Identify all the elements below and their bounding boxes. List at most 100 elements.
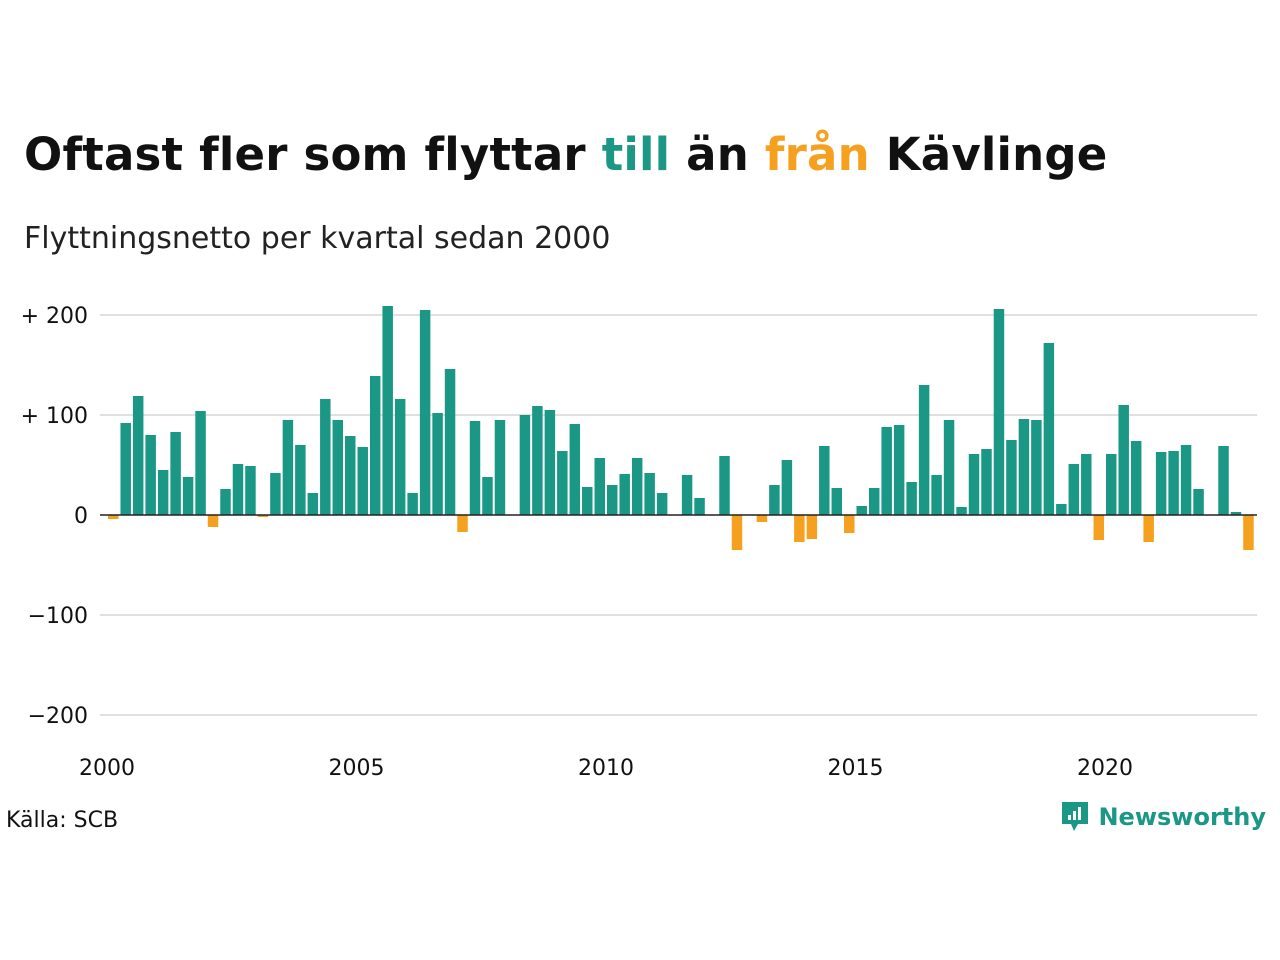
bar — [906, 482, 917, 515]
bar — [120, 423, 131, 515]
brand-logo[interactable]: Newsworthy — [1060, 800, 1266, 834]
bar — [494, 420, 506, 515]
bar — [819, 446, 830, 515]
title-highlight-fran: från — [764, 128, 870, 181]
bar — [781, 460, 793, 515]
bar — [157, 470, 169, 515]
bar — [382, 306, 393, 515]
bar — [719, 456, 730, 515]
bar — [270, 473, 281, 515]
bar — [981, 449, 992, 515]
bar — [245, 466, 256, 515]
bar — [756, 515, 768, 522]
bar — [544, 410, 556, 515]
bar — [769, 485, 780, 515]
bar — [619, 474, 630, 515]
bar — [856, 506, 867, 515]
bar — [444, 369, 456, 515]
bar — [968, 454, 980, 515]
bar — [607, 485, 618, 515]
bar — [257, 515, 269, 517]
bar — [220, 489, 231, 515]
bar — [332, 420, 344, 515]
bar — [195, 411, 206, 515]
bar — [731, 515, 743, 550]
bar — [918, 385, 930, 515]
bar — [557, 451, 568, 515]
x-tick-label: 2005 — [329, 756, 385, 781]
x-tick-label: 2000 — [79, 756, 135, 781]
bar — [881, 427, 892, 515]
bar — [1180, 445, 1192, 515]
bar — [1031, 420, 1042, 515]
bar — [407, 493, 418, 515]
bar — [357, 447, 368, 515]
bar — [1218, 446, 1229, 515]
bar — [1068, 464, 1080, 515]
bar — [1018, 419, 1030, 515]
bar — [457, 515, 468, 532]
bar — [108, 515, 119, 519]
newsworthy-logo-icon — [1062, 802, 1089, 831]
title-part-1: Oftast fler som flyttar — [24, 128, 602, 181]
x-tick-label: 2015 — [828, 756, 884, 781]
x-tick-label: 2020 — [1077, 756, 1133, 781]
bar — [868, 488, 880, 515]
bar-layer — [108, 306, 1254, 550]
bar-chart: + 200 + 100 0 −100 −200 2000 2005 2010 2015 2020 — [21, 304, 1257, 781]
bar — [1081, 454, 1092, 515]
bar — [132, 396, 144, 515]
bar — [794, 515, 805, 542]
title-part-3: Kävlinge — [869, 128, 1108, 181]
bar — [694, 498, 705, 515]
bar — [656, 493, 668, 515]
bar — [993, 309, 1005, 515]
bar — [394, 399, 406, 515]
bar — [307, 493, 319, 515]
bar — [1143, 515, 1154, 542]
bar — [320, 399, 331, 515]
bar — [1193, 489, 1204, 515]
title-part-2: än — [670, 128, 765, 181]
bar — [1155, 452, 1167, 515]
bar — [519, 415, 531, 515]
y-tick-label: −200 — [28, 704, 88, 729]
grid-layer — [100, 314, 1257, 716]
bar — [295, 445, 306, 515]
bar — [532, 406, 543, 515]
y-tick-label: + 100 — [21, 404, 88, 429]
bar — [232, 464, 244, 515]
y-tick-label: + 200 — [21, 304, 88, 329]
bar — [644, 473, 655, 515]
bar — [1006, 440, 1017, 515]
bar — [893, 425, 905, 515]
bar — [145, 435, 156, 515]
bar — [345, 436, 356, 515]
bar — [831, 488, 843, 515]
bar — [569, 424, 581, 515]
bar — [1243, 515, 1254, 550]
bar — [182, 477, 194, 515]
bar — [482, 477, 493, 515]
bar — [956, 507, 967, 515]
bar — [844, 515, 855, 533]
x-tick-label: 2010 — [578, 756, 634, 781]
bar — [419, 310, 431, 515]
chart-subtitle: Flyttningsnetto per kvartal sedan 2000 — [24, 221, 611, 256]
source-note: Källa: SCB — [6, 808, 119, 833]
title-highlight-till: till — [601, 128, 671, 181]
bar — [806, 515, 818, 539]
bar — [594, 458, 605, 515]
bar — [631, 458, 643, 515]
bar — [1056, 504, 1067, 515]
y-tick-label: 0 — [74, 504, 88, 529]
brand-name: Newsworthy — [1098, 803, 1266, 831]
bar — [1093, 515, 1104, 540]
bar — [1106, 454, 1117, 515]
bar — [469, 421, 481, 515]
bar — [1043, 343, 1055, 515]
bar — [943, 420, 955, 515]
bar — [1118, 405, 1129, 515]
axis-layer: + 200 + 100 0 −100 −200 2000 2005 2010 2015 2020 — [21, 304, 1257, 781]
bar — [1230, 512, 1242, 515]
